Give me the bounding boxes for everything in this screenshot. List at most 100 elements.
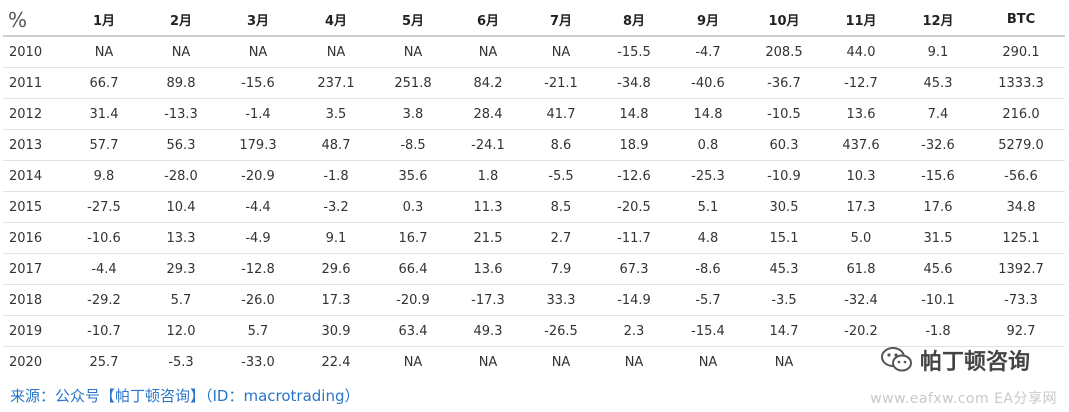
table-cell: 13.6: [451, 253, 525, 285]
watermark: 帕丁顿咨询: [880, 344, 1030, 376]
table-cell: 10.3: [823, 160, 899, 192]
table-row: 2020 25.7 -5.3 -33.0 22.4 NA NA NA NA NA NA: [3, 347, 1065, 378]
table-cell: 2.7: [525, 222, 597, 254]
table-cell: NA: [478, 354, 498, 370]
column-header: 7月: [525, 4, 597, 37]
table-cell: 17.6: [899, 191, 977, 223]
table-cell: -73.3: [977, 284, 1065, 316]
table-cell: NA: [219, 36, 297, 68]
table-cell: -12.8: [219, 253, 297, 285]
table-cell: 237.1: [297, 67, 375, 99]
row-year: 2011: [3, 67, 65, 99]
table-cell: 57.7: [65, 129, 143, 161]
table-cell: -25.3: [671, 160, 745, 192]
table-cell: 8.6: [525, 129, 597, 161]
table-cell: NA: [551, 354, 571, 370]
table-row: 2011 66.7 89.8 -15.6 237.1 251.8 84.2 -21.1 -34.…: [3, 67, 1065, 99]
row-year: 2014: [3, 160, 65, 192]
table-cell: 5.1: [671, 191, 745, 223]
table-cell: 49.3: [451, 315, 525, 347]
table-cell: NA: [624, 354, 644, 370]
table-cell: -4.9: [219, 222, 297, 254]
row-year: 2016: [3, 222, 65, 254]
table-cell: -40.6: [671, 67, 745, 99]
table-cell: 9.1: [297, 222, 375, 254]
column-header: 9月: [671, 4, 745, 37]
table-cell: -3.2: [297, 191, 375, 223]
table-cell: -36.7: [745, 67, 823, 99]
table-cell: 29.3: [143, 253, 219, 285]
table-cell: -32.6: [899, 129, 977, 161]
table-cell: -29.2: [65, 284, 143, 316]
table-cell: 437.6: [823, 129, 899, 161]
table-cell: -27.5: [65, 191, 143, 223]
table-cell: -8.5: [375, 129, 451, 161]
table-cell: 0.8: [671, 129, 745, 161]
table-cell: 89.8: [143, 67, 219, 99]
table-cell: 3.5: [297, 98, 375, 130]
table-cell: NA: [65, 36, 143, 68]
table-row: 2018 -29.2 5.7 -26.0 17.3 -20.9 -17.3 33.3 -14.9…: [3, 284, 1065, 316]
table-cell: 5.7: [143, 284, 219, 316]
table-cell: -13.3: [143, 98, 219, 130]
row-year: 2018: [3, 284, 65, 316]
table-cell: -10.9: [745, 160, 823, 192]
source-note: 来源：公众号【帕丁顿咨询】（ID：macrotrading）: [10, 387, 360, 405]
table-cell: -5.3: [168, 354, 194, 370]
table-cell: -12.7: [823, 67, 899, 99]
table-cell: -15.6: [899, 160, 977, 192]
table-cell: -1.8: [899, 315, 977, 347]
table-row: 2017 -4.4 29.3 -12.8 29.6 66.4 13.6 7.9 67.3 -8.6…: [3, 253, 1065, 285]
table-cell: -20.9: [375, 284, 451, 316]
table-cell: NA: [698, 354, 718, 370]
column-header: 2月: [143, 4, 219, 37]
table-cell: -33.0: [241, 354, 275, 370]
table-cell: NA: [297, 36, 375, 68]
table-cell: -11.7: [597, 222, 671, 254]
table-cell: -10.5: [745, 98, 823, 130]
table-cell: 31.4: [65, 98, 143, 130]
table-cell: -28.0: [143, 160, 219, 192]
table-cell: 13.3: [143, 222, 219, 254]
corner-label: %: [3, 4, 65, 37]
table-cell: NA: [403, 354, 423, 370]
row-year: 2017: [3, 253, 65, 285]
table-cell: 15.1: [745, 222, 823, 254]
table-cell: -20.5: [597, 191, 671, 223]
table-cell: 16.7: [375, 222, 451, 254]
table-cell: -4.7: [671, 36, 745, 68]
column-header: 5月: [375, 4, 451, 37]
table-cell: 30.9: [297, 315, 375, 347]
table-cell: 125.1: [977, 222, 1065, 254]
table-cell: -10.6: [65, 222, 143, 254]
table-cell: 7.4: [899, 98, 977, 130]
row-year: 2020: [9, 354, 43, 370]
column-header: 6月: [451, 4, 525, 37]
table-cell: 11.3: [451, 191, 525, 223]
table-cell: -26.5: [525, 315, 597, 347]
table-cell: 179.3: [219, 129, 297, 161]
table-cell: -1.8: [297, 160, 375, 192]
table-cell: -10.1: [899, 284, 977, 316]
table-cell: -21.1: [525, 67, 597, 99]
column-header: 8月: [597, 4, 671, 37]
row-year: 2015: [3, 191, 65, 223]
table-cell: 12.0: [143, 315, 219, 347]
table-cell: 3.8: [375, 98, 451, 130]
table-cell: 1333.3: [977, 67, 1065, 99]
table-cell: -14.9: [597, 284, 671, 316]
column-header: 12月: [899, 4, 977, 37]
table-cell: -12.6: [597, 160, 671, 192]
returns-table: % 1月 2月 3月 4月 5月 6月 7月 8月 9月 10月 11月 12月…: [3, 4, 1065, 377]
table-cell: -34.8: [597, 67, 671, 99]
row-year: 2013: [3, 129, 65, 161]
column-header: BTC: [977, 4, 1065, 37]
table-cell: 251.8: [375, 67, 451, 99]
watermark-name: 帕丁顿咨询: [920, 350, 1031, 375]
table-cell: 31.5: [899, 222, 977, 254]
table-cell: 67.3: [597, 253, 671, 285]
table-cell: 14.8: [597, 98, 671, 130]
table-cell: 17.3: [297, 284, 375, 316]
table-cell: 63.4: [375, 315, 451, 347]
column-header: 3月: [219, 4, 297, 37]
